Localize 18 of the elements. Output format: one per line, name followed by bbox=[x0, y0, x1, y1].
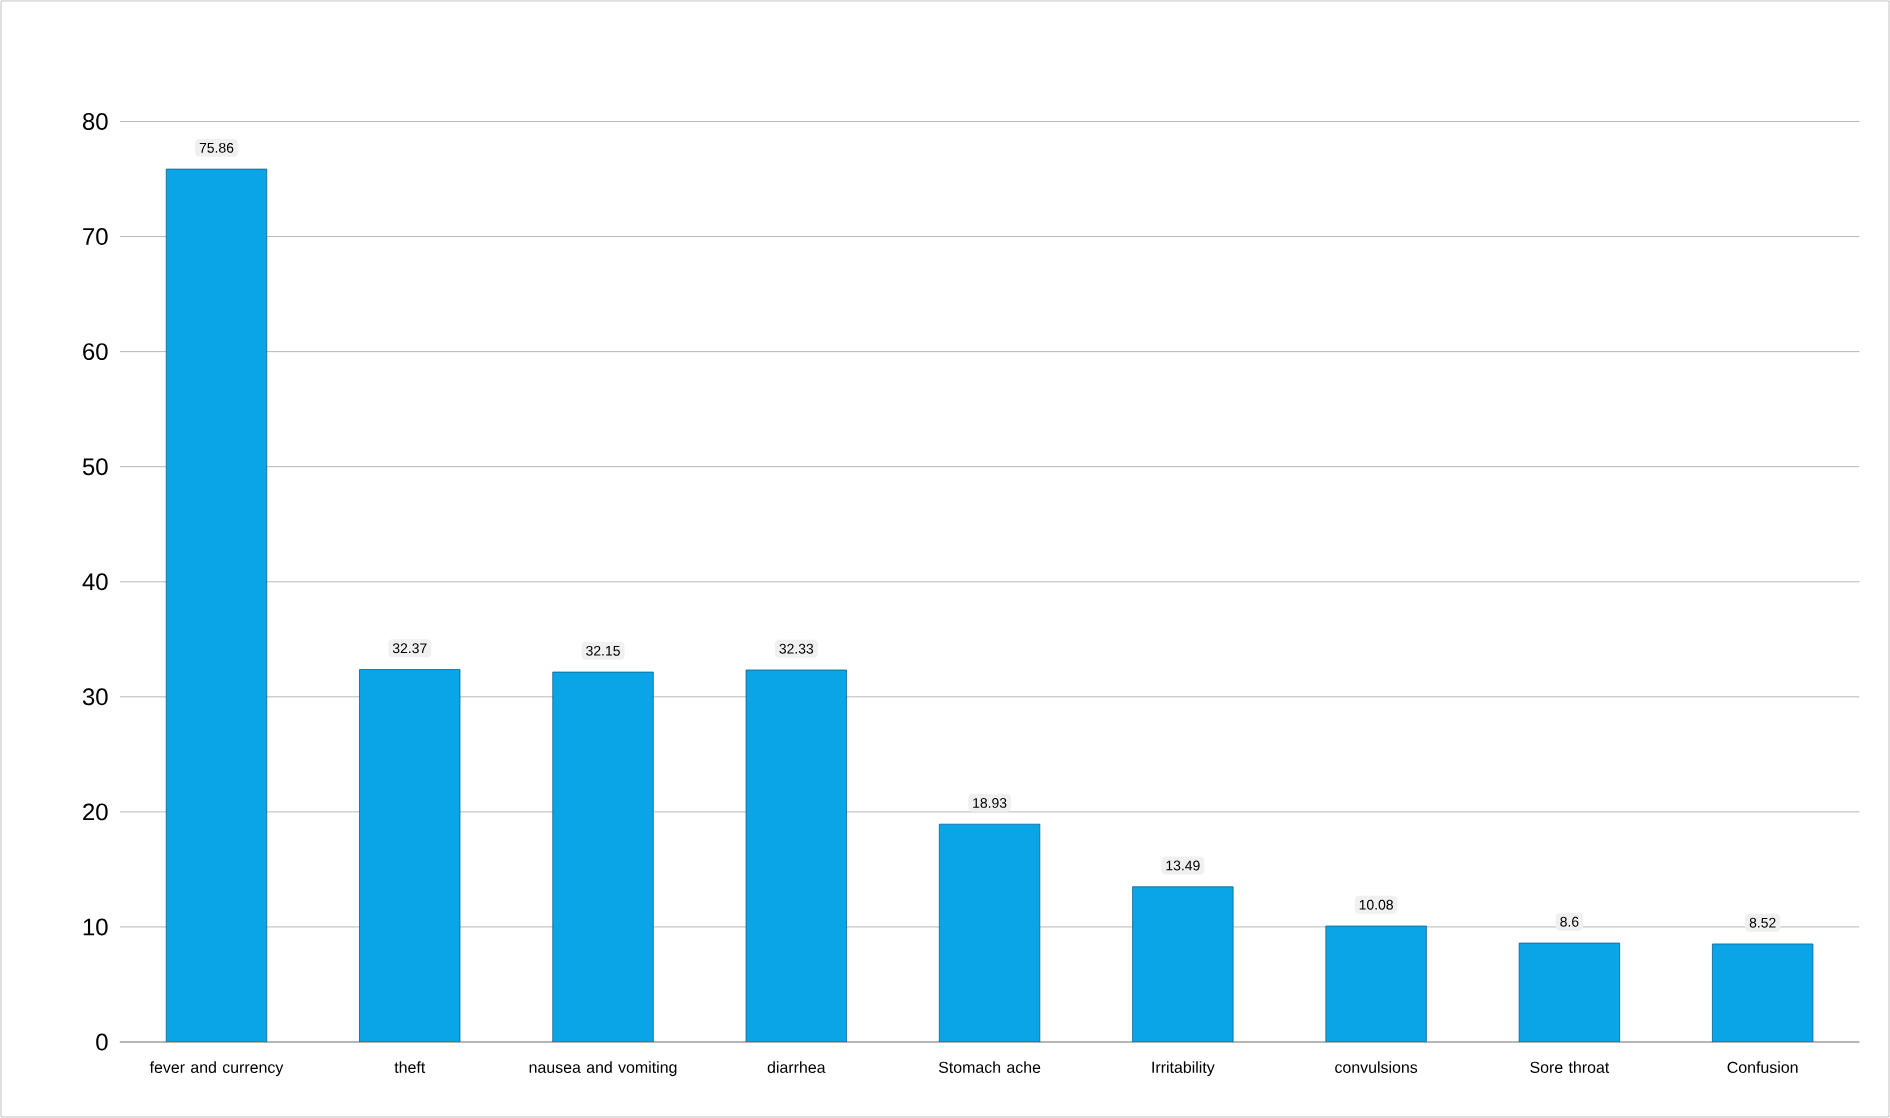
bar bbox=[1712, 943, 1814, 1043]
bar bbox=[359, 669, 461, 1043]
bar bbox=[1518, 942, 1621, 1043]
y-tick-label: 30 bbox=[82, 688, 108, 706]
bar bbox=[165, 168, 268, 1043]
y-tick-label: 0 bbox=[96, 1033, 108, 1051]
y-tick-label: 20 bbox=[83, 803, 108, 821]
bar bbox=[938, 823, 1041, 1043]
y-tick-label: 60 bbox=[83, 343, 108, 361]
y-tick-label: 70 bbox=[83, 228, 108, 245]
y-tick-label: 40 bbox=[82, 573, 108, 591]
y-tick-label: 50 bbox=[82, 458, 108, 476]
y-tick-label: 10 bbox=[83, 918, 108, 936]
bar bbox=[1132, 886, 1234, 1043]
bar bbox=[552, 671, 654, 1043]
y-tick-label: 80 bbox=[82, 113, 108, 130]
bar bbox=[1325, 925, 1427, 1043]
bar bbox=[745, 669, 847, 1043]
